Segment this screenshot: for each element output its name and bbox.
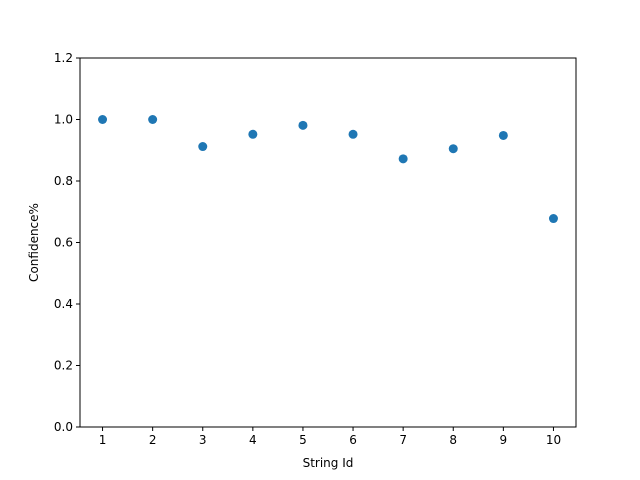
x-tick-label: 7 <box>399 433 407 447</box>
x-tick-label: 6 <box>349 433 357 447</box>
x-tick-label: 9 <box>500 433 508 447</box>
x-tick-label: 3 <box>199 433 207 447</box>
y-tick-label: 0.4 <box>54 297 73 311</box>
data-point <box>298 120 308 130</box>
data-point <box>198 142 208 152</box>
y-tick-label: 1.0 <box>54 113 73 127</box>
y-tick-label: 0.8 <box>54 174 73 188</box>
data-point <box>548 214 558 224</box>
data-point <box>398 154 408 164</box>
x-tick-label: 8 <box>449 433 457 447</box>
y-tick-label: 0.6 <box>54 236 73 250</box>
data-point <box>148 115 158 124</box>
data-point <box>248 129 258 139</box>
ticks-layer: 1 2 3 4 5 6 7 8 9 10 0.0 0.2 0.4 0.6 0.8 1.0 1.2 <box>54 51 561 447</box>
x-tick-label: 4 <box>249 433 257 447</box>
y-tick-label: 0.2 <box>54 359 73 373</box>
plot-area-frame <box>79 57 577 428</box>
x-tick-label: 5 <box>299 433 307 447</box>
y-tick-label: 1.2 <box>54 51 73 65</box>
y-axis-label: Confidence% <box>27 203 41 282</box>
data-point <box>348 129 358 139</box>
data-point <box>448 144 458 154</box>
data-point <box>98 115 108 124</box>
points-layer <box>98 115 558 224</box>
x-tick-label: 2 <box>149 433 157 447</box>
x-tick-label: 10 <box>546 433 561 447</box>
data-point <box>498 130 508 140</box>
x-axis-label: String Id <box>303 456 354 470</box>
y-tick-label: 0.0 <box>54 420 73 434</box>
x-tick-label: 1 <box>99 433 107 447</box>
